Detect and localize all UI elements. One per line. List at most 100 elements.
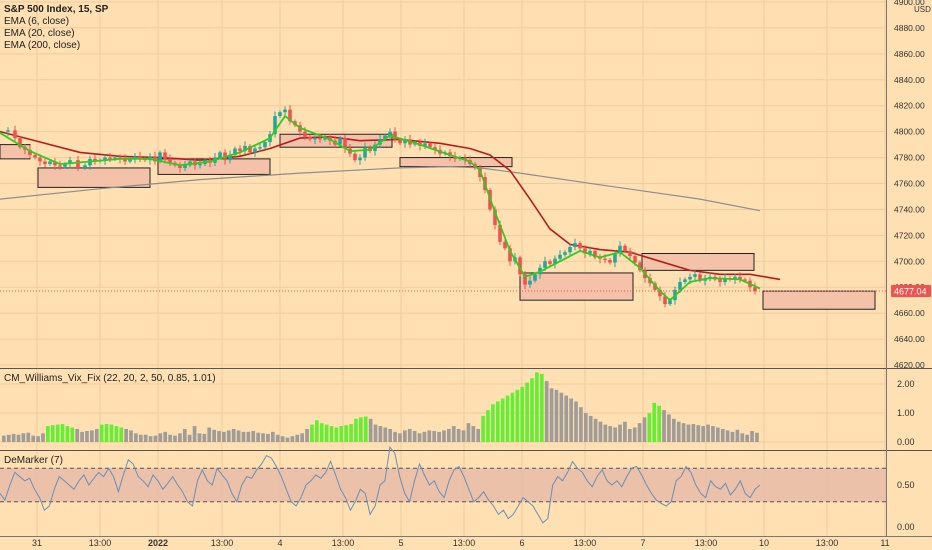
vix-bar[interactable]: [143, 434, 148, 442]
vix-bar[interactable]: [481, 415, 485, 442]
vix-bar[interactable]: [70, 427, 75, 443]
vix-bar[interactable]: [373, 424, 378, 442]
candle-body[interactable]: [158, 152, 162, 162]
vix-bar[interactable]: [94, 428, 99, 442]
vix-bar[interactable]: [461, 430, 466, 442]
candle-body[interactable]: [533, 274, 537, 281]
candle-body[interactable]: [573, 243, 577, 248]
vix-bar[interactable]: [515, 389, 520, 442]
vix-bar[interactable]: [207, 427, 212, 443]
candle-body[interactable]: [28, 149, 32, 155]
vix-bar[interactable]: [285, 437, 290, 442]
candle-body[interactable]: [138, 156, 142, 159]
candle-body[interactable]: [113, 157, 117, 159]
candle-body[interactable]: [683, 279, 687, 283]
vix-bar[interactable]: [275, 434, 280, 442]
vix-bar[interactable]: [491, 404, 495, 442]
candle-body[interactable]: [178, 165, 182, 168]
candle-body[interactable]: [53, 161, 57, 166]
vix-bar[interactable]: [148, 436, 153, 442]
vix-bar[interactable]: [314, 420, 319, 442]
candle-body[interactable]: [353, 153, 357, 161]
candle-body[interactable]: [588, 250, 592, 254]
candle-body[interactable]: [83, 165, 87, 168]
vix-bar[interactable]: [2, 435, 6, 442]
candle-body[interactable]: [583, 248, 587, 254]
vix-bar[interactable]: [261, 433, 265, 442]
vix-bar[interactable]: [745, 434, 750, 442]
vix-bar[interactable]: [579, 407, 583, 442]
vix-bar[interactable]: [559, 392, 564, 442]
vix-bar[interactable]: [495, 401, 500, 442]
candle-body[interactable]: [63, 164, 67, 167]
vix-bar[interactable]: [618, 424, 622, 442]
vix-bar[interactable]: [90, 430, 94, 442]
candle-body[interactable]: [383, 135, 387, 140]
vix-bar[interactable]: [41, 433, 45, 442]
vix-bar[interactable]: [358, 417, 363, 442]
vix-bar[interactable]: [329, 426, 334, 442]
vix-bar[interactable]: [613, 427, 617, 443]
candle-body[interactable]: [258, 147, 262, 149]
candle-body[interactable]: [253, 148, 257, 153]
indicator-ema200[interactable]: EMA (200, close): [4, 40, 81, 51]
vix-bar[interactable]: [50, 425, 55, 442]
candle-body[interactable]: [18, 138, 22, 148]
candle-body[interactable]: [288, 109, 292, 122]
vix-bar[interactable]: [569, 398, 573, 443]
vix-bar[interactable]: [403, 430, 407, 442]
candle-body[interactable]: [613, 253, 617, 263]
vix-bar[interactable]: [549, 388, 554, 442]
vix-bar[interactable]: [363, 416, 368, 442]
vix-bar[interactable]: [270, 431, 275, 442]
vix-bar[interactable]: [730, 431, 735, 442]
vix-bar[interactable]: [755, 432, 759, 442]
vix-bar[interactable]: [300, 433, 304, 442]
candle-body[interactable]: [313, 138, 317, 140]
candle-body[interactable]: [273, 116, 277, 135]
vix-bar[interactable]: [696, 425, 701, 442]
vix-bar[interactable]: [554, 389, 559, 442]
candle-body[interactable]: [403, 139, 407, 144]
supply-demand-zone[interactable]: [762, 290, 876, 310]
vix-bar[interactable]: [246, 431, 251, 442]
vix-bar[interactable]: [212, 429, 216, 442]
candle-body[interactable]: [543, 261, 547, 268]
vix-bar[interactable]: [725, 430, 730, 442]
vix-bar[interactable]: [65, 426, 70, 442]
vix-bar[interactable]: [750, 430, 754, 442]
vix-bar[interactable]: [574, 401, 578, 442]
vix-bar[interactable]: [226, 430, 231, 442]
vix-bar[interactable]: [451, 426, 456, 442]
vix-bar[interactable]: [21, 433, 26, 442]
candle-body[interactable]: [183, 165, 187, 168]
vix-bar[interactable]: [647, 413, 652, 442]
vix-bar[interactable]: [319, 423, 324, 442]
supply-demand-zone[interactable]: [519, 272, 634, 301]
vix-bar[interactable]: [740, 433, 745, 442]
vix-bar[interactable]: [662, 410, 666, 442]
vix-bar[interactable]: [407, 428, 412, 442]
candle-body[interactable]: [318, 138, 322, 140]
vix-bar[interactable]: [104, 424, 109, 442]
vix-bar[interactable]: [715, 427, 720, 443]
candle-body[interactable]: [718, 279, 722, 283]
candle-body[interactable]: [453, 156, 457, 159]
candle-body[interactable]: [128, 158, 132, 162]
vix-bar[interactable]: [525, 382, 529, 442]
ema200-line[interactable]: [0, 165, 761, 212]
candle-body[interactable]: [393, 131, 397, 140]
candle-body[interactable]: [628, 250, 632, 257]
candle-body[interactable]: [133, 156, 137, 159]
candle-body[interactable]: [518, 257, 522, 275]
vix-bar[interactable]: [295, 434, 300, 442]
vix-bar[interactable]: [598, 421, 603, 442]
vix-bar[interactable]: [55, 424, 60, 442]
candle-body[interactable]: [68, 160, 72, 165]
candle-body[interactable]: [338, 138, 342, 145]
candle-body[interactable]: [553, 258, 557, 264]
vix-bar[interactable]: [280, 436, 285, 442]
ema6-line[interactable]: [0, 114, 761, 302]
